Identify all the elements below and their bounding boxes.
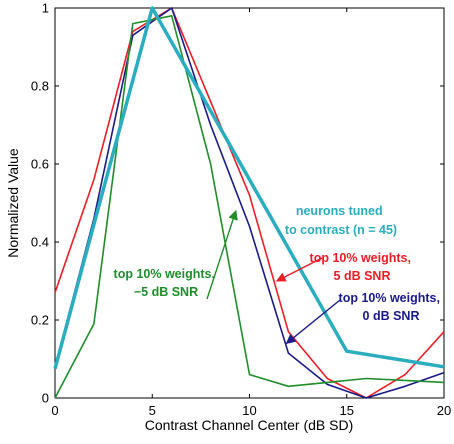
series-layer (53, 6, 445, 399)
annotation-5db-line2: 5 dB SNR (334, 269, 391, 283)
axis-ticks: 0 5 10 15 20 0 0.2 0.4 0.6 0.8 1 (31, 1, 451, 419)
y-axis-label: Normalized Value (5, 148, 21, 258)
y-tick-label: 0.8 (31, 79, 49, 94)
annotation-minus5db: top 10% weights, −5 dB SNR (114, 267, 219, 299)
annotation-0db-line2: 0 dB SNR (363, 309, 420, 323)
series-5db-snr-line (54, 7, 445, 399)
y-tick-label: 1 (42, 1, 49, 16)
arrow-5db (275, 257, 323, 282)
annotation-neurons-line2: to contrast (n = 45) (285, 223, 397, 237)
x-tick-label: 10 (242, 403, 256, 418)
x-tick-label: 0 (51, 403, 58, 418)
annotation-5db: top 10% weights, 5 dB SNR (310, 251, 415, 283)
plot-area (54, 7, 445, 399)
annotation-neurons-line1: neurons tuned (296, 204, 383, 218)
x-tick-label: 20 (437, 403, 451, 418)
annotation-0db: top 10% weights, 0 dB SNR (339, 291, 444, 323)
y-tick-label: 0 (42, 391, 49, 406)
annotation-neurons-tuned: neurons tuned to contrast (n = 45) (285, 204, 397, 237)
arrow-minus5db (206, 209, 238, 300)
annotation-0db-line1: top 10% weights, (339, 291, 440, 305)
x-tick-label: 5 (149, 403, 156, 418)
annotation-arrows (206, 209, 341, 345)
arrow-0db (285, 299, 341, 345)
annotation-minus5db-line2: −5 dB SNR (134, 285, 198, 299)
annotation-5db-line1: top 10% weights, (310, 251, 411, 265)
y-tick-label: 0.4 (31, 235, 49, 250)
series-neurons-tuned-line (53, 6, 445, 370)
x-tick-label: 15 (340, 403, 354, 418)
series-0db-snr-line (54, 7, 445, 399)
y-tick-label: 0.6 (31, 157, 49, 172)
annotation-minus5db-line1: top 10% weights, (114, 267, 215, 281)
x-axis-label: Contrast Channel Center (dB SD) (145, 417, 354, 433)
y-tick-label: 0.2 (31, 313, 49, 328)
